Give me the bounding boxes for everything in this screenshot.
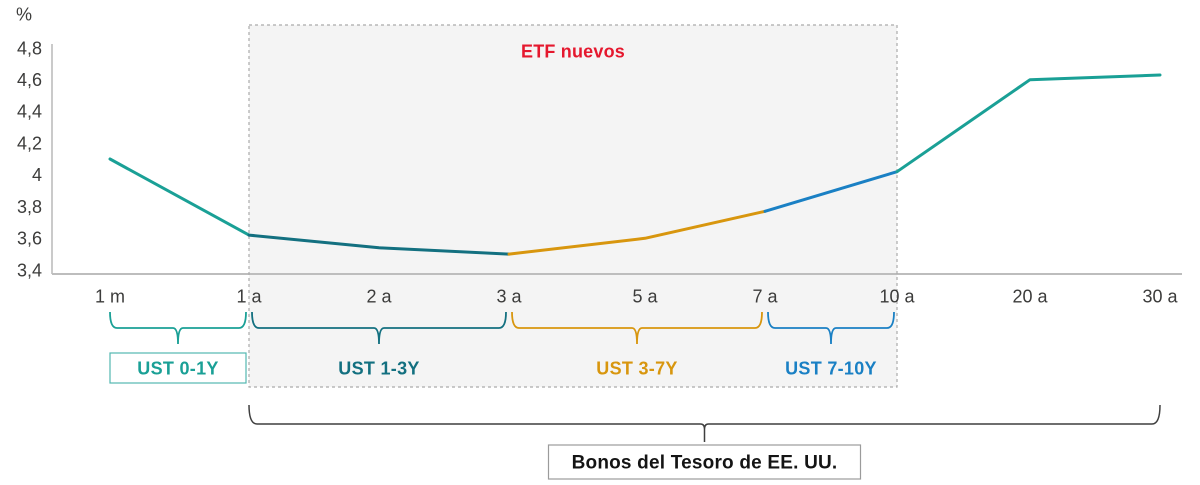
x-tick-label: 1 m <box>95 286 125 306</box>
x-tick-label: 7 a <box>752 286 778 306</box>
x-tick-label: 5 a <box>632 286 658 306</box>
x-tick-label: 30 a <box>1142 286 1178 306</box>
bucket-label-box-ust-0-1y <box>109 352 247 384</box>
series-segment-ust-7-10y <box>763 170 899 213</box>
y-tick-label: 4 <box>32 165 42 185</box>
series-segment-long-end <box>895 73 1162 174</box>
x-tick-label: 1 a <box>236 286 262 306</box>
x-tick-label: 20 a <box>1012 286 1048 306</box>
x-tick-label: 2 a <box>366 286 392 306</box>
us-treasury-label-box <box>547 444 862 480</box>
bucket-label-ust-3-7y: UST 3-7Y <box>596 358 677 378</box>
bucket-brace-ust-0-1y <box>109 311 247 345</box>
y-tick-label: 4,4 <box>17 102 42 122</box>
us-treasury-bracket <box>248 404 1161 442</box>
us-treasury-label: Bonos del Tesoro de EE. UU. <box>572 453 838 474</box>
bucket-brace-ust-3-7y <box>511 311 763 345</box>
etf-highlight-region <box>249 25 897 387</box>
y-axis-unit-label: % <box>16 4 32 24</box>
y-tick-label: 3,8 <box>17 197 42 217</box>
x-tick-label: 10 a <box>879 286 915 306</box>
series-segment-ust-3-7y <box>507 209 767 256</box>
series-segment-ust-1-3y <box>247 233 511 256</box>
y-tick-label: 4,8 <box>17 38 42 58</box>
bucket-label-ust-1-3y: UST 1-3Y <box>338 358 419 378</box>
series-segment-ust-0-1y <box>108 157 251 237</box>
bucket-label-ust-0-1y: UST 0-1Y <box>137 358 218 378</box>
y-tick-label: 3,4 <box>17 260 42 280</box>
etf-region-label: ETF nuevos <box>521 41 625 61</box>
etf-region-border <box>248 24 898 388</box>
bucket-brace-ust-7-10y <box>767 311 895 345</box>
y-tick-label: 4,2 <box>17 133 42 153</box>
y-tick-label: 4,6 <box>17 70 42 90</box>
bucket-brace-ust-1-3y <box>251 311 507 345</box>
bucket-label-ust-7-10y: UST 7-10Y <box>785 358 877 378</box>
y-tick-label: 3,6 <box>17 229 42 249</box>
x-tick-label: 3 a <box>496 286 522 306</box>
